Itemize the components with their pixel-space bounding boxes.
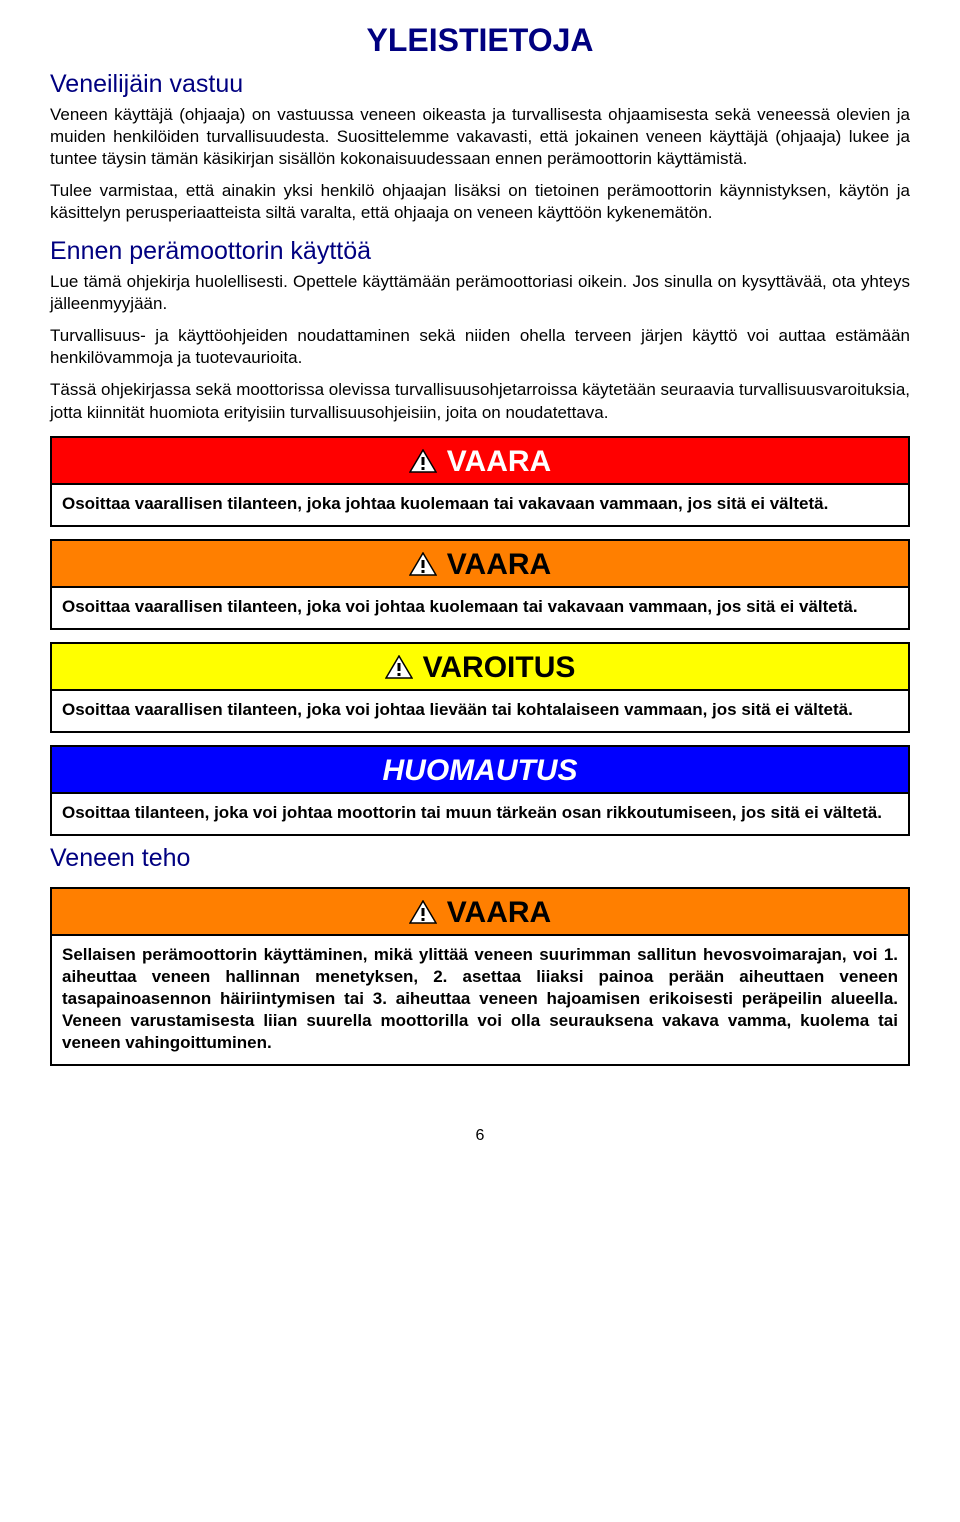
section-heading-boat-power: Veneen teho: [50, 842, 910, 875]
warning-label: VAARA: [447, 442, 551, 481]
warning-header: VAARA: [52, 889, 908, 934]
body-text: Tulee varmistaa, että ainakin yksi henki…: [50, 180, 910, 224]
warning-label: VAARA: [447, 545, 551, 584]
section-heading-responsibility: Veneilijäin vastuu: [50, 68, 910, 101]
warning-body-text: Osoittaa tilanteen, joka voi johtaa moot…: [52, 792, 908, 834]
alert-triangle-icon: [385, 655, 413, 679]
warning-box-warning: VAARA Sellaisen perämoottorin käyttämine…: [50, 887, 910, 1066]
body-text: Tässä ohjekirjassa sekä moottorissa olev…: [50, 379, 910, 423]
body-text: Turvallisuus- ja käyttöohjeiden noudatta…: [50, 325, 910, 369]
warning-box-danger: VAARA Osoittaa vaarallisen tilanteen, jo…: [50, 436, 910, 527]
alert-triangle-icon: [409, 900, 437, 924]
warning-header: VAARA: [52, 541, 908, 586]
warning-body-text: Osoittaa vaarallisen tilanteen, joka voi…: [52, 689, 908, 731]
warning-box-caution: VAROITUS Osoittaa vaarallisen tilanteen,…: [50, 642, 910, 733]
warning-label: HUOMAUTUS: [383, 751, 578, 790]
warning-header: HUOMAUTUS: [52, 747, 908, 792]
warning-label: VAROITUS: [423, 648, 576, 687]
warning-body-text: Osoittaa vaarallisen tilanteen, joka joh…: [52, 483, 908, 525]
alert-triangle-icon: [409, 449, 437, 473]
section-heading-before-use: Ennen perämoottorin käyttöä: [50, 235, 910, 268]
page-number: 6: [50, 1126, 910, 1147]
body-text: Veneen käyttäjä (ohjaaja) on vastuussa v…: [50, 104, 910, 170]
warning-header: VAARA: [52, 438, 908, 483]
warning-box-notice: HUOMAUTUS Osoittaa tilanteen, joka voi j…: [50, 745, 910, 836]
warning-body-text: Osoittaa vaarallisen tilanteen, joka voi…: [52, 586, 908, 628]
warning-body-text: Sellaisen perämoottorin käyttäminen, mik…: [52, 934, 908, 1064]
warning-label: VAARA: [447, 893, 551, 932]
warning-box-warning: VAARA Osoittaa vaarallisen tilanteen, jo…: [50, 539, 910, 630]
page-title: YLEISTIETOJA: [50, 20, 910, 62]
alert-triangle-icon: [409, 552, 437, 576]
body-text: Lue tämä ohjekirja huolellisesti. Opette…: [50, 271, 910, 315]
warning-header: VAROITUS: [52, 644, 908, 689]
